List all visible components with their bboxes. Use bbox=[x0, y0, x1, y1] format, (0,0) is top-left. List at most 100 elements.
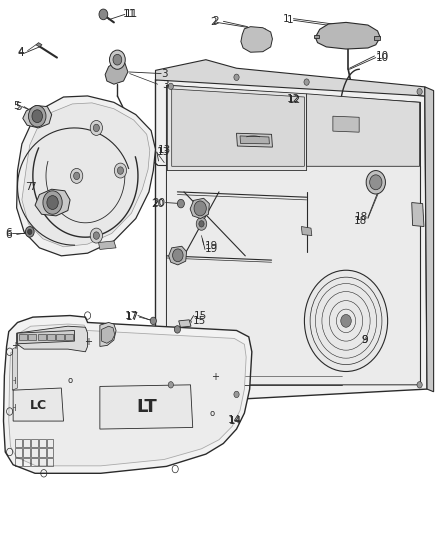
Circle shape bbox=[417, 382, 422, 388]
Text: o: o bbox=[67, 376, 73, 384]
Text: 13: 13 bbox=[158, 146, 171, 155]
Polygon shape bbox=[38, 334, 46, 340]
Circle shape bbox=[196, 217, 207, 230]
Text: 19: 19 bbox=[205, 245, 218, 254]
Text: 14: 14 bbox=[228, 415, 241, 425]
Polygon shape bbox=[23, 106, 52, 128]
Text: +: + bbox=[211, 373, 219, 382]
Text: 11: 11 bbox=[125, 10, 138, 19]
Text: +: + bbox=[11, 342, 19, 351]
Polygon shape bbox=[240, 136, 269, 144]
Circle shape bbox=[90, 120, 102, 135]
Text: 5: 5 bbox=[15, 102, 22, 111]
Text: -|: -| bbox=[13, 404, 18, 411]
Polygon shape bbox=[412, 203, 424, 227]
Polygon shape bbox=[99, 241, 116, 249]
Text: 10: 10 bbox=[376, 51, 389, 61]
Circle shape bbox=[114, 163, 127, 178]
Polygon shape bbox=[179, 320, 191, 327]
Circle shape bbox=[28, 229, 32, 235]
Circle shape bbox=[174, 326, 180, 333]
Circle shape bbox=[113, 54, 122, 65]
Text: 13: 13 bbox=[157, 147, 170, 157]
Polygon shape bbox=[105, 61, 128, 84]
Polygon shape bbox=[17, 326, 88, 352]
Polygon shape bbox=[169, 246, 187, 265]
Polygon shape bbox=[47, 334, 55, 340]
Polygon shape bbox=[100, 385, 193, 429]
Polygon shape bbox=[425, 87, 434, 392]
Text: 20: 20 bbox=[152, 198, 166, 207]
Text: 11: 11 bbox=[123, 10, 136, 19]
Text: 5: 5 bbox=[13, 101, 20, 110]
Polygon shape bbox=[12, 346, 18, 390]
Polygon shape bbox=[374, 36, 380, 40]
Polygon shape bbox=[35, 189, 70, 216]
Circle shape bbox=[93, 232, 99, 239]
Circle shape bbox=[99, 9, 108, 20]
Circle shape bbox=[71, 168, 83, 183]
Circle shape bbox=[117, 167, 124, 174]
Polygon shape bbox=[307, 94, 420, 166]
Text: 12: 12 bbox=[288, 95, 301, 105]
Text: LT: LT bbox=[136, 398, 157, 416]
Circle shape bbox=[177, 199, 184, 208]
Polygon shape bbox=[28, 334, 36, 340]
Circle shape bbox=[234, 74, 239, 80]
Text: 2: 2 bbox=[210, 18, 217, 27]
Polygon shape bbox=[167, 85, 307, 171]
Text: 1: 1 bbox=[287, 15, 293, 25]
Text: 1: 1 bbox=[283, 14, 289, 23]
Text: 10: 10 bbox=[376, 53, 389, 62]
Circle shape bbox=[93, 124, 99, 132]
Text: +: + bbox=[84, 337, 92, 347]
Polygon shape bbox=[100, 322, 116, 346]
Text: 15: 15 bbox=[193, 316, 206, 326]
Polygon shape bbox=[333, 116, 359, 132]
Circle shape bbox=[366, 171, 385, 194]
Circle shape bbox=[47, 196, 58, 209]
Text: 18: 18 bbox=[354, 216, 367, 226]
Circle shape bbox=[25, 227, 34, 237]
Text: LC: LC bbox=[30, 399, 47, 411]
Circle shape bbox=[150, 317, 156, 325]
Text: 6: 6 bbox=[6, 228, 12, 238]
Circle shape bbox=[74, 172, 80, 180]
Text: 6: 6 bbox=[6, 230, 12, 239]
Polygon shape bbox=[314, 35, 319, 38]
Circle shape bbox=[417, 88, 422, 95]
Text: 4: 4 bbox=[18, 49, 24, 58]
Text: o: o bbox=[209, 409, 215, 417]
Text: 2: 2 bbox=[212, 17, 219, 26]
Circle shape bbox=[341, 314, 351, 327]
Text: -|: -| bbox=[13, 376, 18, 384]
Circle shape bbox=[110, 50, 125, 69]
Polygon shape bbox=[9, 324, 246, 466]
Text: 7: 7 bbox=[29, 182, 36, 191]
Polygon shape bbox=[36, 43, 42, 47]
Circle shape bbox=[90, 228, 102, 243]
Circle shape bbox=[43, 191, 62, 214]
Circle shape bbox=[173, 249, 183, 262]
Circle shape bbox=[234, 391, 239, 398]
Polygon shape bbox=[65, 334, 73, 340]
Polygon shape bbox=[102, 326, 115, 343]
Text: 20: 20 bbox=[151, 199, 164, 208]
Polygon shape bbox=[237, 133, 272, 147]
Polygon shape bbox=[13, 388, 64, 421]
Polygon shape bbox=[241, 27, 272, 52]
Polygon shape bbox=[4, 316, 252, 473]
Polygon shape bbox=[17, 96, 155, 256]
Circle shape bbox=[304, 270, 388, 372]
Text: 7: 7 bbox=[25, 182, 32, 191]
Circle shape bbox=[168, 83, 173, 90]
Polygon shape bbox=[19, 334, 27, 340]
Text: 9: 9 bbox=[361, 335, 368, 345]
Text: 19: 19 bbox=[205, 241, 218, 251]
Text: 3: 3 bbox=[162, 80, 169, 90]
Polygon shape bbox=[172, 89, 304, 166]
Text: 15: 15 bbox=[194, 311, 207, 320]
Polygon shape bbox=[301, 227, 312, 236]
Text: 17: 17 bbox=[125, 311, 138, 320]
Polygon shape bbox=[155, 60, 425, 96]
